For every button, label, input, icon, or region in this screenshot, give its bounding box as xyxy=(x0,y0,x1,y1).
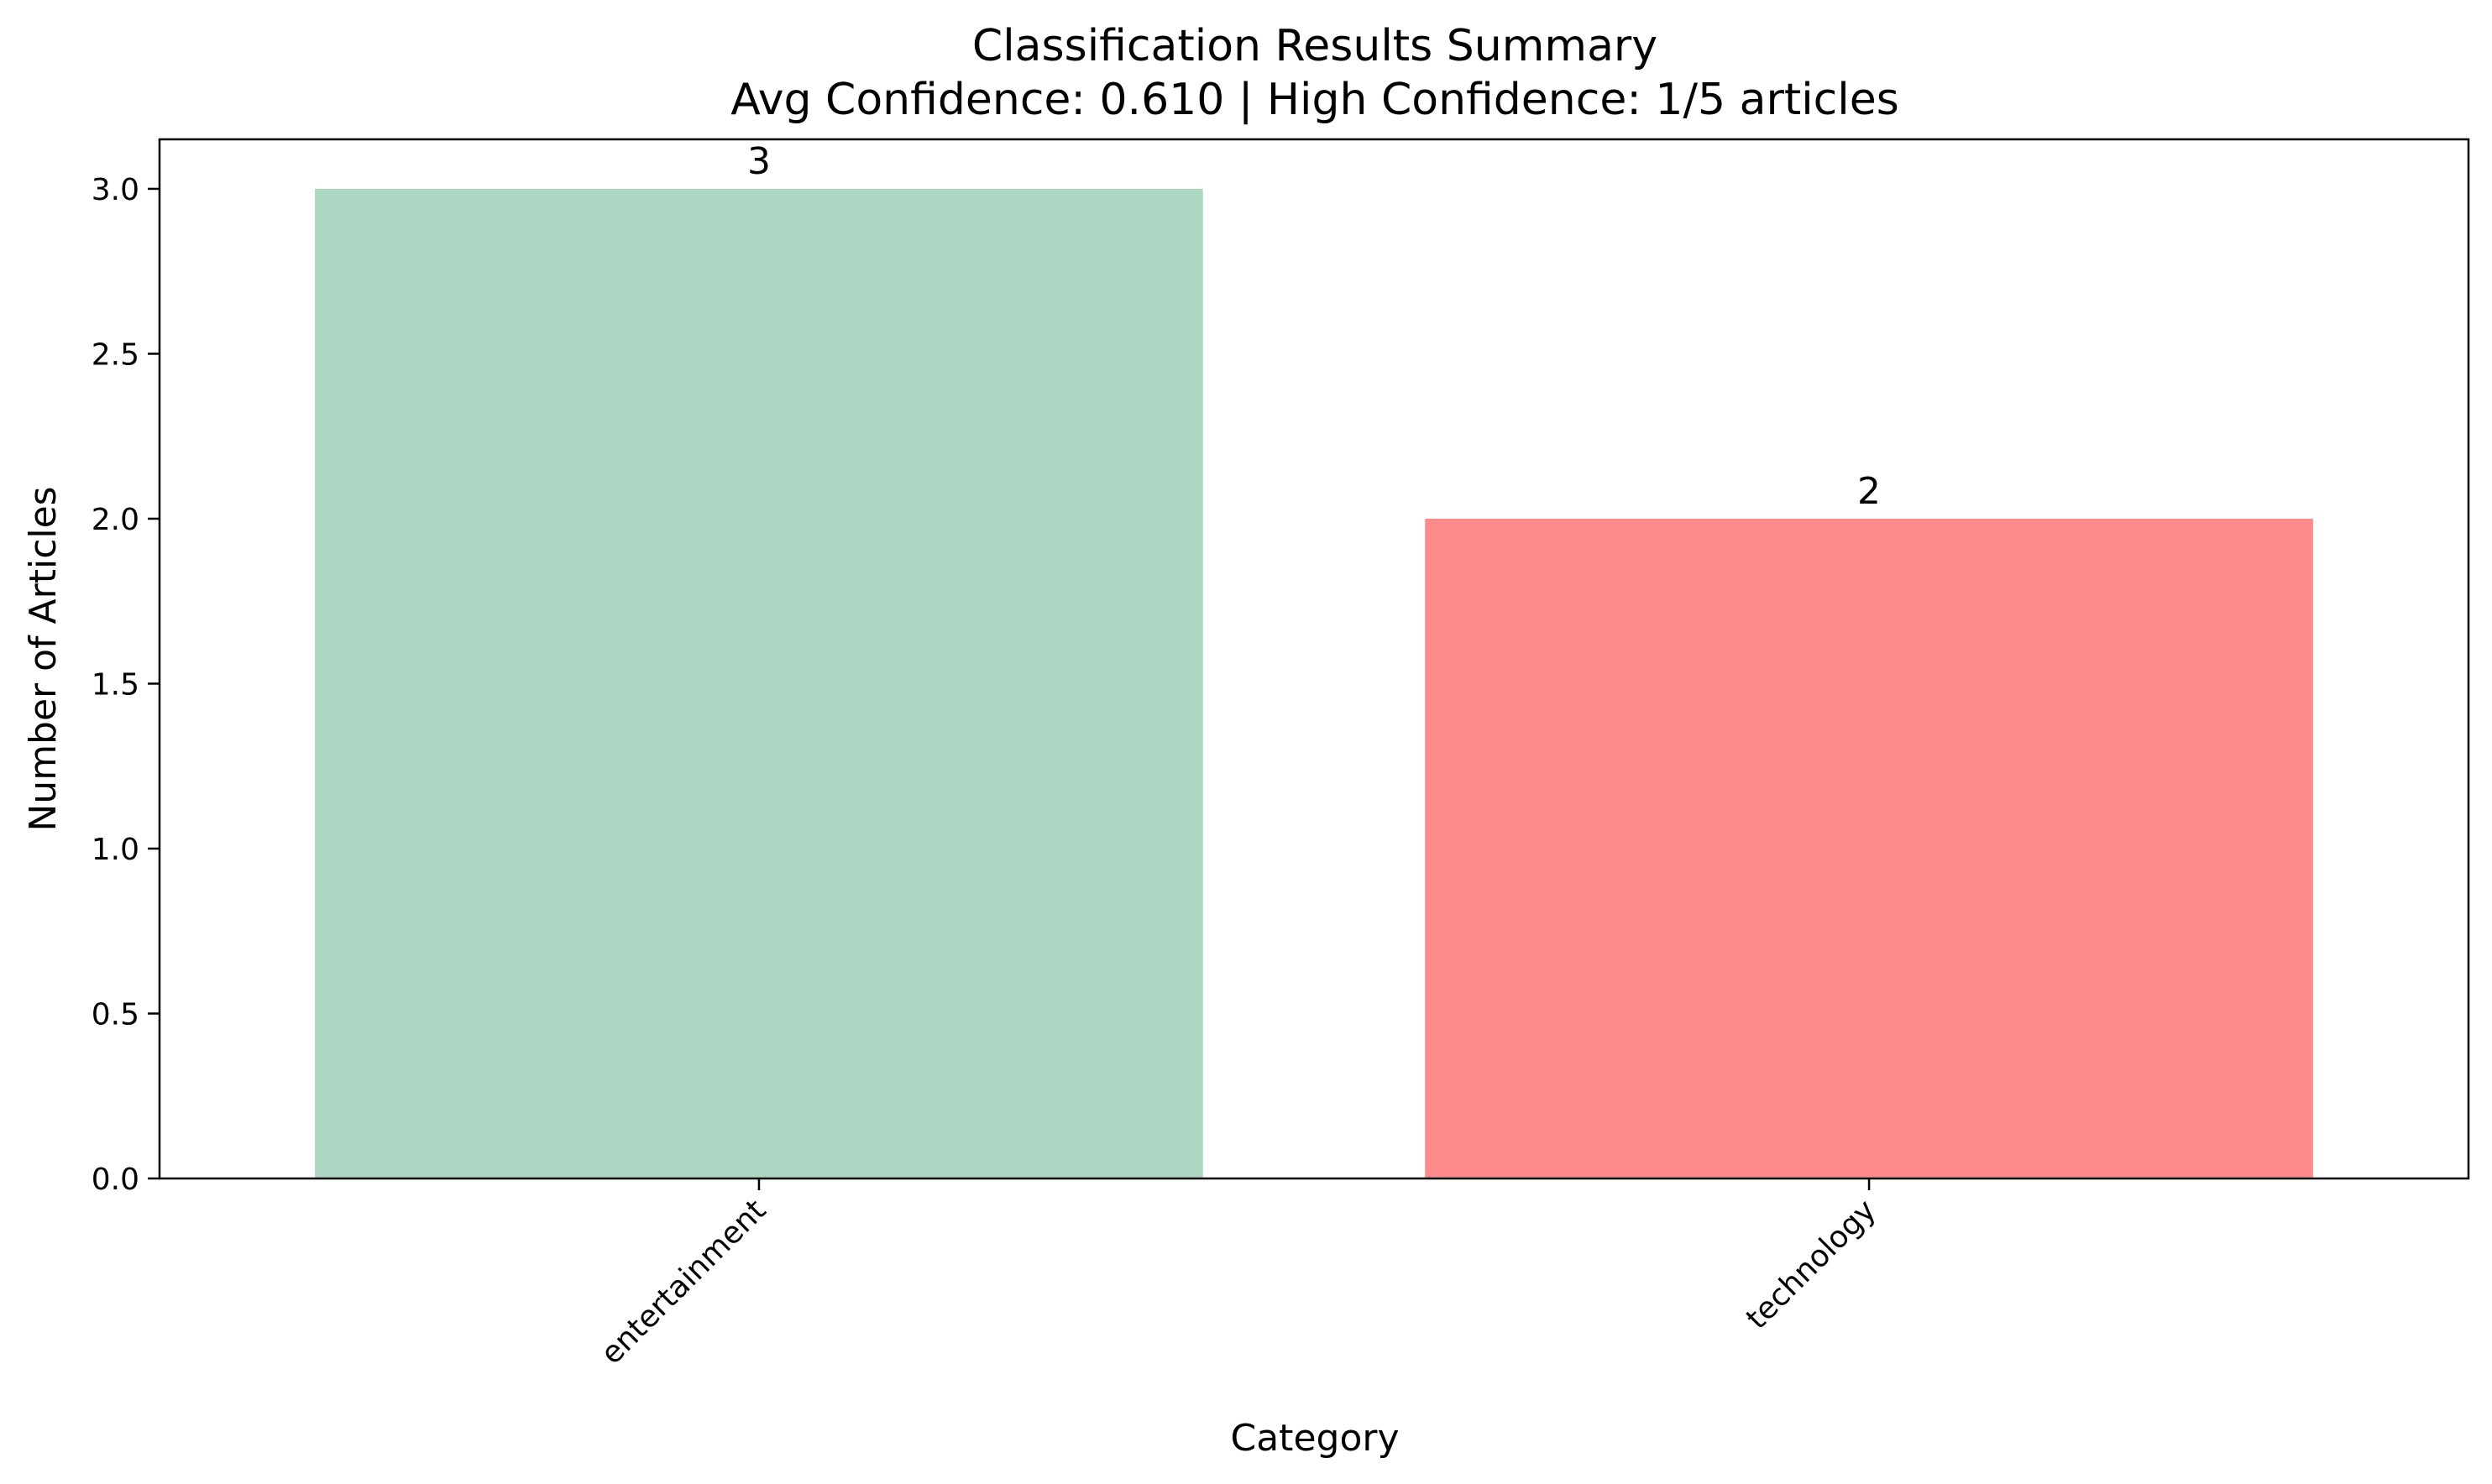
y-tick-label: 1.5 xyxy=(92,667,139,702)
bar-technology xyxy=(1425,518,2313,1178)
x-axis-label: Category xyxy=(1231,1417,1400,1460)
bar-value-label-entertainment: 3 xyxy=(747,140,771,183)
chart-title: Classification Results Summary xyxy=(972,21,1657,71)
y-tick-label: 1.0 xyxy=(92,833,139,867)
y-axis-label: Number of Articles xyxy=(22,486,65,831)
y-tick-label: 2.0 xyxy=(92,503,139,537)
y-tick-label: 2.5 xyxy=(92,337,139,372)
bar-entertainment xyxy=(315,188,1203,1178)
y-tick-label: 0.0 xyxy=(92,1163,139,1197)
plot-area-frame xyxy=(158,138,2470,1180)
value-labels-layer: 32 xyxy=(747,140,1881,513)
bars-layer xyxy=(315,188,2313,1178)
y-tick-label: 0.5 xyxy=(92,997,139,1032)
bar-value-label-technology: 2 xyxy=(1857,470,1881,513)
y-axis: 0.0 0.5 1.0 1.5 2.0 2.5 3.0 xyxy=(92,173,160,1197)
chart-subtitle: Avg Confidence: 0.610 | High Confidence:… xyxy=(730,75,1899,125)
y-tick-label: 3.0 xyxy=(92,173,139,207)
